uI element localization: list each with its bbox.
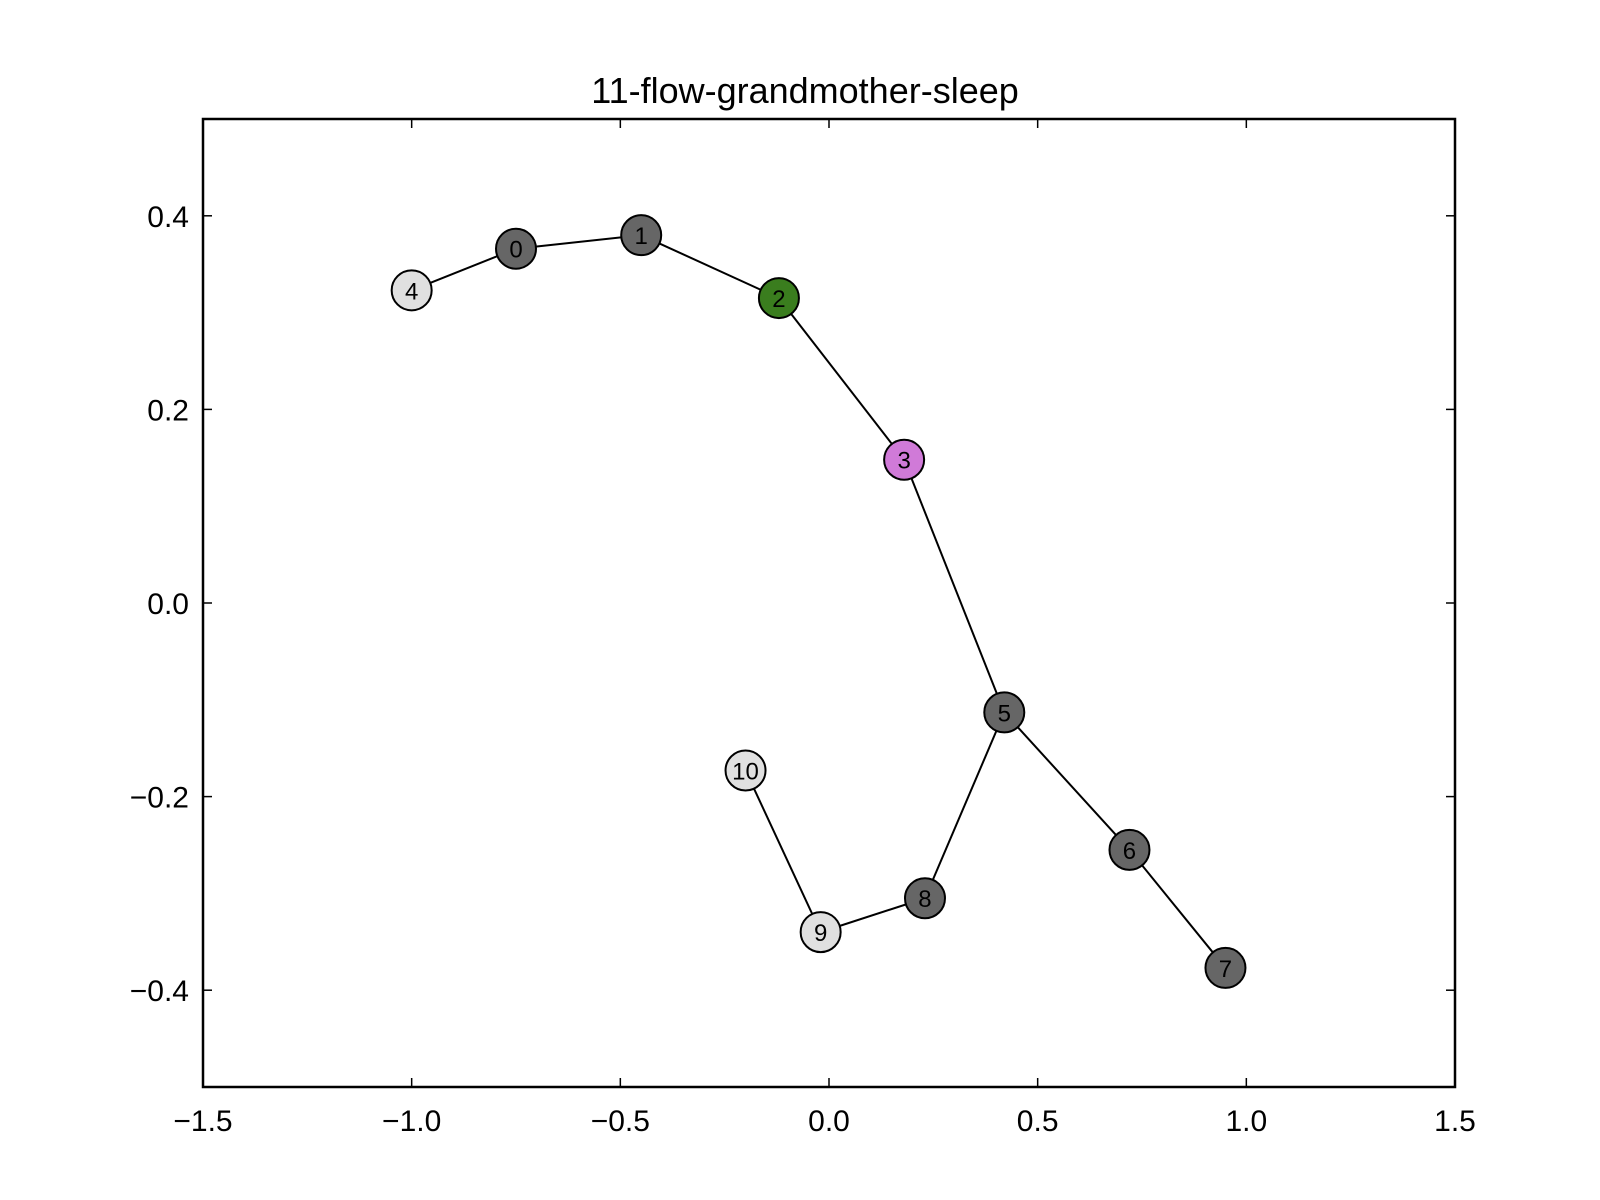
node-label: 10 [732,758,759,785]
graph-node [620,214,663,257]
graph-node [1108,828,1151,871]
graph-edge [640,234,780,299]
y-tick-label: 0.2 [147,394,189,427]
graph-node [1204,946,1247,989]
graph-edge [1003,711,1131,851]
node-label: 4 [405,278,418,305]
y-tick-label: −0.2 [130,782,189,815]
graph-node [724,749,767,792]
node-label: 0 [509,237,522,264]
node-label: 1 [635,223,648,250]
node-label: 8 [918,886,931,913]
node-label: 2 [772,286,785,313]
graph-edge [924,711,1006,899]
node-label: 6 [1123,838,1136,865]
x-tick-label: 1.0 [1225,1105,1267,1138]
chart-title: 11-flow-grandmother-sleep [591,70,1019,111]
graph-node [757,277,800,320]
graph-node [903,877,946,920]
graph-edge [1128,849,1227,969]
y-tick-label: −0.4 [130,975,189,1008]
x-tick-label: −0.5 [591,1105,650,1138]
node-label: 5 [998,700,1011,727]
node-label: 9 [814,920,827,947]
node-label: 3 [897,448,910,475]
y-tick-label: 0.4 [147,201,189,234]
x-tick-label: 0.5 [1017,1105,1059,1138]
graph-node [983,691,1026,734]
plot-area: −1.5 −1.0 −0.5 0.0 0.5 1.0 1.5 −0.4 −0.2 0.0 0.2 0.… [130,117,1476,1138]
x-tick-label: −1.0 [382,1105,441,1138]
graph-node [390,269,433,312]
graph-node [799,911,842,954]
graph-node [495,227,537,270]
x-tick-label: 1.5 [1434,1105,1476,1138]
x-tick-label: −1.5 [173,1105,232,1138]
graph-edge [903,459,1006,713]
x-tick-label: 0.0 [808,1105,850,1138]
graph-edge [778,297,905,461]
node-label: 7 [1219,956,1232,983]
y-tick-label: 0.0 [147,588,189,621]
graph-node [883,438,926,481]
graph-edge [744,770,822,933]
